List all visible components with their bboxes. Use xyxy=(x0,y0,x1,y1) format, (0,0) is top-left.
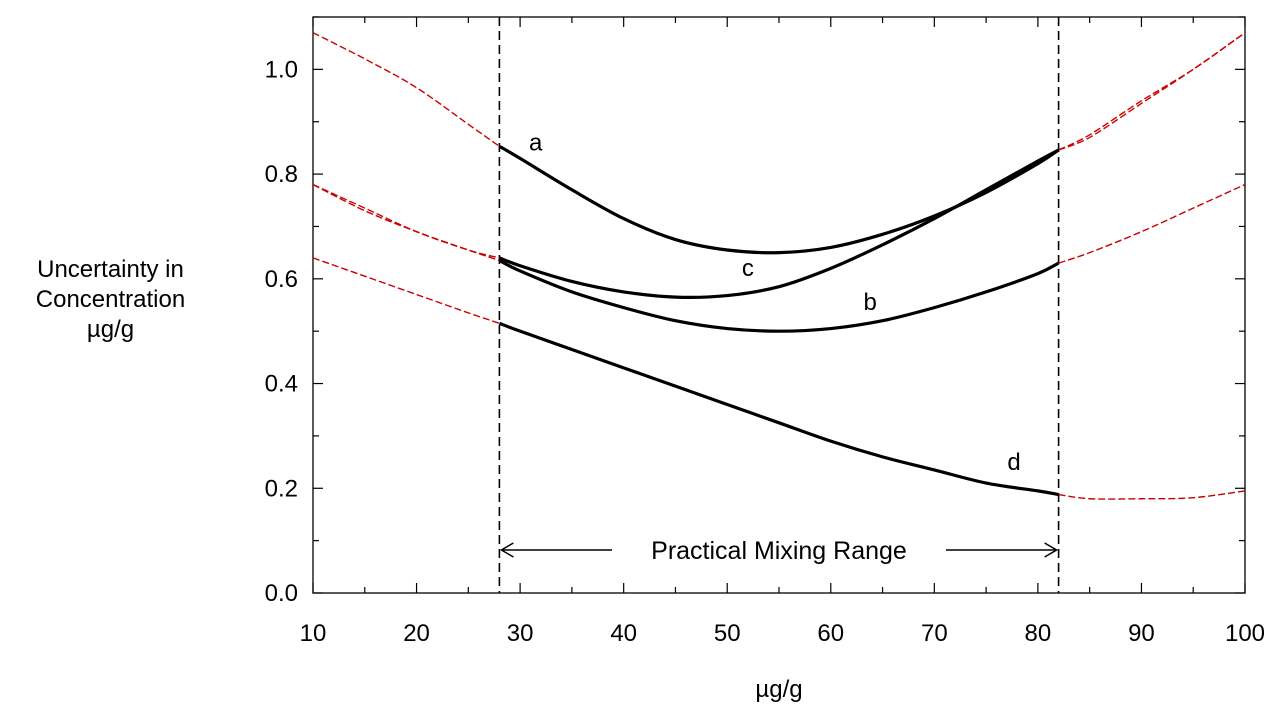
range-arrowhead-right xyxy=(1044,542,1059,558)
series-d-extrapolated-left xyxy=(312,257,500,324)
tick-layer: 10 20 30 40 50 60 70 80 90 100 0.0 0.2 0.4 0.6 0.8 1.0 xyxy=(265,16,1265,647)
range-arrowhead-left xyxy=(499,542,514,558)
series-b-extrapolated-right xyxy=(1058,183,1246,264)
y-tick-label: 0.4 xyxy=(265,371,298,398)
x-tick-label: 30 xyxy=(507,620,534,647)
x-tick-label: 60 xyxy=(817,620,844,647)
y-tick-label: 1.0 xyxy=(265,56,298,83)
series-c-line xyxy=(498,148,1060,300)
series-a-line xyxy=(498,144,1060,255)
series-a-extrapolated-right xyxy=(1058,32,1246,151)
y-axis-label-line: Uncertainty in xyxy=(37,256,184,283)
x-axis-label: µg/g xyxy=(755,676,802,703)
x-tick-label: 100 xyxy=(1225,620,1265,647)
series-b-extrapolated-left xyxy=(312,183,500,262)
x-tick-label: 40 xyxy=(610,620,637,647)
series-layer xyxy=(312,32,1246,500)
series-c-extrapolated-left xyxy=(312,183,500,259)
y-tick-label: 0.2 xyxy=(265,475,298,502)
series-a-label: a xyxy=(529,130,543,157)
x-tick-label: 80 xyxy=(1025,620,1052,647)
series-b-label: b xyxy=(863,289,876,316)
series-c-label: c xyxy=(742,255,754,282)
y-axis-label-line: Concentration xyxy=(35,286,186,313)
x-tick-label: 50 xyxy=(714,620,741,647)
x-tick-label: 10 xyxy=(300,620,327,647)
plot-frame-layer xyxy=(312,16,1246,594)
y-axis-label: Uncertainty in Concentration µg/g xyxy=(8,255,213,345)
series-a-extrapolated-left xyxy=(312,32,500,147)
series-d-label: d xyxy=(1007,449,1020,476)
x-tick-label: 20 xyxy=(403,620,430,647)
series-d-line xyxy=(498,321,1059,497)
practical-range-label: Practical Mixing Range xyxy=(651,537,907,565)
series-c-extrapolated-right xyxy=(1058,32,1246,151)
plot-frame xyxy=(312,16,1246,594)
x-tick-label: 70 xyxy=(921,620,948,647)
x-tick-label: 90 xyxy=(1128,620,1155,647)
series-d-extrapolated-right xyxy=(1058,490,1246,500)
series-label-layer: a b c d xyxy=(529,130,1021,476)
y-axis-label-line: µg/g xyxy=(86,316,135,343)
series-b-line xyxy=(498,259,1060,333)
practical-range-layer: Practical Mixing Range xyxy=(498,17,1060,593)
y-tick-label: 0.0 xyxy=(265,580,298,607)
y-tick-label: 0.8 xyxy=(265,161,298,188)
y-tick-label: 0.6 xyxy=(265,266,298,293)
